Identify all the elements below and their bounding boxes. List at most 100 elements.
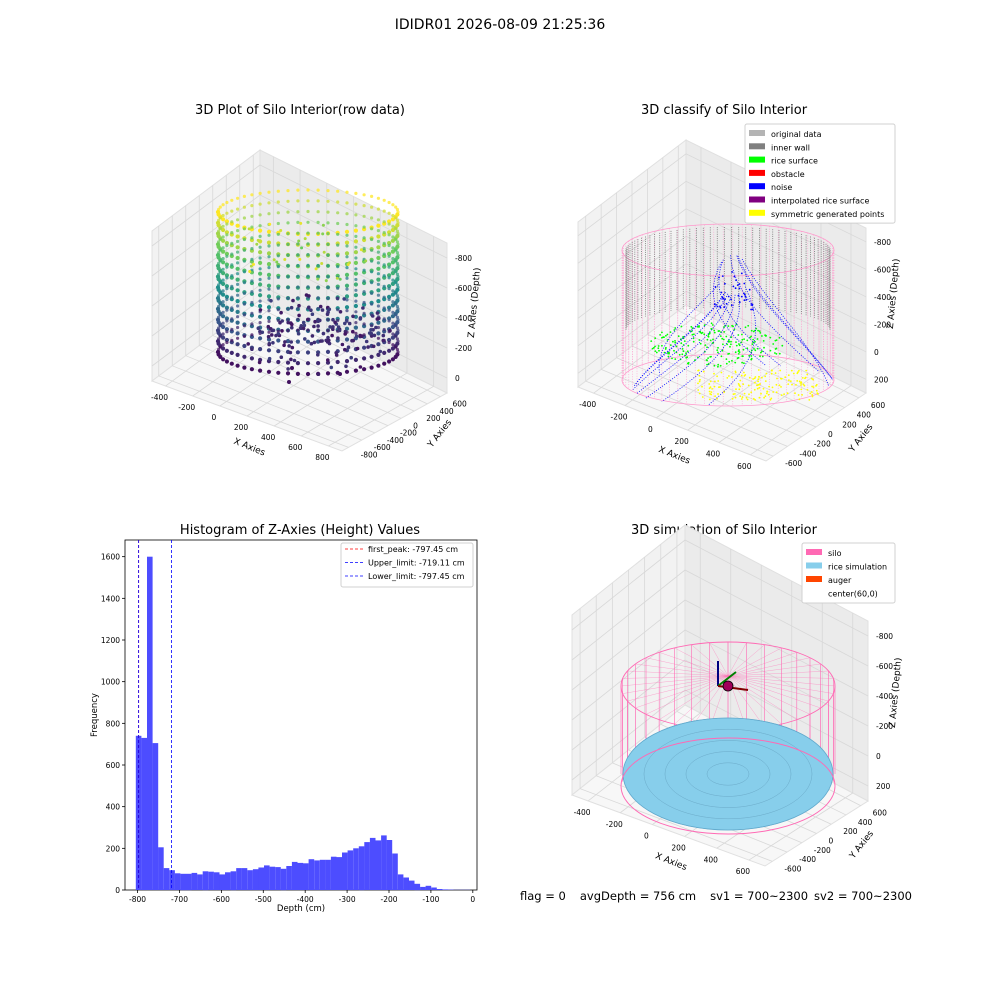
raw-point — [354, 256, 358, 260]
raw-point — [221, 257, 225, 261]
raw-point — [390, 249, 395, 254]
raw-point — [382, 306, 386, 310]
raw-point — [394, 227, 398, 231]
rice-surface-point — [760, 351, 762, 354]
raw-point — [316, 319, 321, 324]
symmetric-point — [716, 375, 718, 378]
raw-point — [359, 248, 363, 252]
symmetric-point — [801, 377, 804, 379]
rice-surface-point — [750, 358, 753, 361]
raw-point — [344, 305, 350, 310]
rice-surface-point — [677, 335, 680, 338]
raw-point — [286, 264, 290, 268]
symmetric-point — [811, 394, 814, 396]
legend-swatch — [806, 562, 822, 569]
rice-surface-point — [756, 347, 759, 350]
y-axis-label: Frequency — [90, 693, 100, 737]
rice-surface-point — [769, 336, 772, 339]
raw-point — [236, 261, 240, 265]
symmetric-point — [801, 394, 803, 396]
raw-point — [387, 219, 392, 224]
histogram-bar — [347, 850, 354, 890]
raw-point — [358, 317, 363, 321]
rice-surface-point — [707, 357, 709, 359]
silo-roof-line — [659, 675, 729, 720]
raw-point — [391, 310, 395, 314]
raw-point — [307, 305, 311, 310]
symmetric-point — [816, 392, 819, 395]
raw-point — [326, 285, 330, 290]
raw-point — [218, 205, 222, 209]
raw-point — [224, 284, 229, 289]
rice-surface-point — [730, 343, 732, 346]
raw-point — [225, 233, 229, 237]
symmetric-point — [798, 398, 801, 401]
noise-trace — [737, 255, 834, 381]
raw-point — [306, 209, 310, 214]
legend-label: inner wall — [771, 143, 810, 152]
silo-roof-line — [727, 675, 811, 715]
rice-surface-point — [728, 360, 731, 363]
raw-point — [218, 248, 222, 252]
raw-point — [393, 354, 398, 359]
raw-point — [395, 251, 399, 255]
noise-point — [730, 304, 733, 307]
noise-point — [740, 295, 743, 298]
rice-surface-point — [735, 341, 737, 343]
raw-point — [306, 242, 310, 246]
raw-point — [230, 338, 234, 342]
raw-point — [296, 285, 300, 289]
raw-point — [217, 294, 221, 298]
raw-point — [236, 325, 240, 330]
raw-point — [362, 247, 366, 251]
symmetric-point — [797, 394, 800, 396]
raw-point — [292, 358, 297, 363]
raw-point — [256, 238, 260, 242]
raw-point — [250, 322, 254, 326]
raw-point — [250, 214, 254, 218]
legend-label: Upper_limit: -719.11 cm — [368, 559, 465, 568]
raw-point — [376, 288, 381, 293]
rice-surface-point — [703, 324, 706, 327]
rice-surface-point — [680, 342, 683, 345]
raw-point — [390, 303, 395, 308]
legend-label: original data — [771, 130, 822, 139]
raw-point — [291, 298, 295, 303]
raw-point — [286, 275, 290, 279]
raw-point — [249, 356, 254, 361]
raw-point — [382, 361, 387, 366]
raw-point — [235, 342, 240, 347]
rice-surface-point — [705, 359, 708, 361]
raw-point — [306, 199, 310, 203]
symmetric-point — [720, 371, 723, 374]
raw-point — [218, 270, 222, 274]
z-tick-label: -200 — [455, 344, 472, 353]
raw-point — [334, 351, 339, 355]
silo-roof-line — [727, 675, 829, 702]
raw-point — [221, 289, 225, 293]
histogram-title: Histogram of Z-Axies (Height) Values — [179, 523, 421, 538]
raw-point — [221, 281, 226, 286]
histogram-bar — [241, 868, 248, 890]
legend-swatch — [749, 183, 765, 190]
raw-point — [225, 287, 229, 291]
symmetric-point — [765, 392, 768, 395]
rice-surface-point — [725, 358, 728, 360]
legend-frame — [340, 542, 474, 588]
raw-point — [346, 263, 350, 266]
rice-surface-point — [735, 344, 738, 347]
rice-surface-point — [775, 353, 778, 355]
raw-point — [250, 225, 254, 229]
raw-point — [221, 303, 226, 308]
raw-point — [242, 343, 247, 349]
raw-point — [394, 270, 398, 274]
raw-point — [224, 327, 229, 332]
symmetric-point — [797, 371, 799, 374]
symmetric-point — [714, 395, 716, 398]
raw-point — [330, 333, 334, 338]
raw-point — [387, 230, 392, 235]
raw-point — [390, 260, 395, 265]
floor-grid-y — [158, 375, 349, 448]
raw-point — [376, 218, 380, 222]
raw-point — [242, 334, 246, 338]
